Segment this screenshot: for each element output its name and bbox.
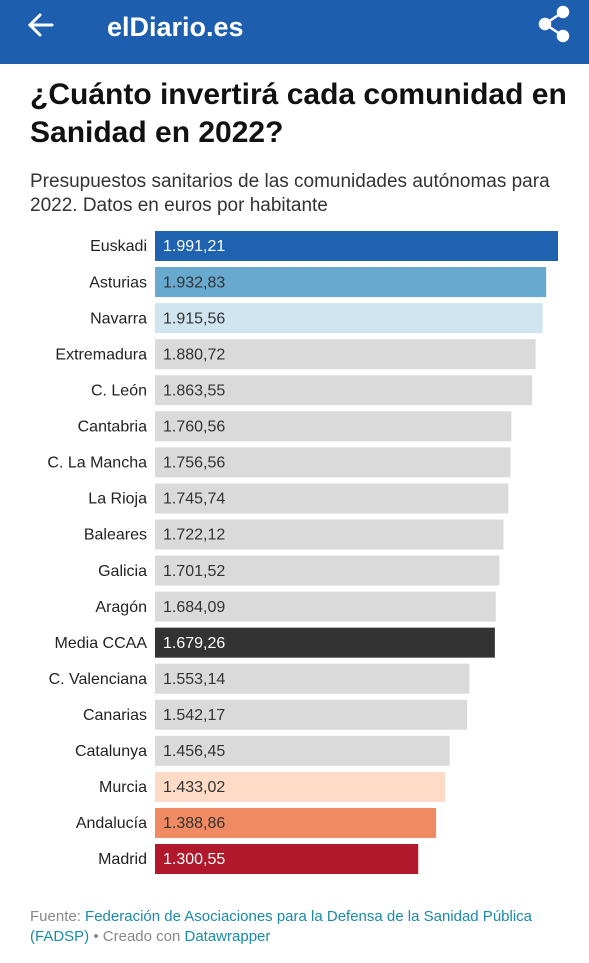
value-label: 1.388,86 (163, 815, 225, 832)
bar (155, 591, 496, 622)
value-label: 1.756,56 (163, 455, 225, 472)
chart-title: ¿Cuánto invertirá cada comunidad en Sani… (30, 78, 567, 149)
value-label: 1.679,26 (163, 635, 225, 652)
category-label: La Rioja (88, 491, 147, 508)
source-label: Fuente: (30, 908, 81, 925)
bar (155, 844, 419, 875)
source-link[interactable]: Federación de Asociaciones para la Defen… (30, 908, 533, 945)
bar (155, 771, 446, 802)
value-label: 1.684,09 (163, 599, 225, 616)
category-label: Cantabria (78, 419, 147, 436)
bar (155, 411, 512, 442)
bar (155, 735, 450, 766)
category-label: Madrid (98, 851, 147, 868)
bar (155, 663, 470, 694)
category-label: Media CCAA (55, 635, 148, 652)
value-label: 1.433,02 (163, 779, 225, 796)
value-label: 1.915,56 (163, 310, 225, 327)
value-label: 1.553,14 (163, 671, 225, 688)
chart: Euskadi 1.991,21 Asturias 1.932,83 Navarra 1.… (47, 231, 558, 875)
value-label: 1.722,12 (163, 527, 225, 544)
value-label: 1.542,17 (163, 707, 225, 724)
bar (155, 447, 511, 478)
bar (155, 483, 509, 514)
category-label: Murcia (99, 779, 147, 796)
bar (155, 303, 543, 334)
bar (155, 231, 558, 261)
bar (155, 807, 437, 838)
value-label: 1.745,74 (163, 491, 225, 508)
share-button[interactable] (538, 5, 570, 43)
bar (155, 519, 504, 550)
chart-subtitle: Presupuestos sanitarios de las comunidad… (30, 171, 550, 216)
bar (155, 375, 533, 406)
value-label: 1.300,55 (163, 851, 225, 868)
value-label: 1.701,52 (163, 563, 225, 580)
value-label: 1.456,45 (163, 743, 225, 760)
header-icons (27, 5, 570, 43)
bar (155, 555, 500, 586)
category-label: Aragón (95, 599, 147, 616)
app-header: elDiario.es (0, 0, 589, 64)
credit-label: • Creado con (93, 928, 181, 945)
category-label: Navarra (90, 310, 147, 327)
category-label: Asturias (89, 274, 147, 291)
value-label: 1.880,72 (163, 346, 225, 363)
bar (155, 627, 495, 658)
bar (155, 699, 468, 730)
category-label: Canarias (83, 707, 147, 724)
category-label: Euskadi (90, 238, 147, 255)
category-label: Catalunya (75, 743, 147, 760)
category-label: C. León (91, 382, 147, 399)
category-label: C. Valenciana (49, 671, 148, 688)
value-label: 1.991,21 (163, 238, 225, 255)
bar (155, 267, 547, 298)
category-label: Galicia (98, 563, 147, 580)
value-label: 1.932,83 (163, 274, 225, 291)
credit-link[interactable]: Datawrapper (184, 928, 271, 945)
bar (155, 339, 536, 370)
back-button[interactable] (27, 13, 54, 37)
value-label: 1.760,56 (163, 419, 225, 436)
category-label: Andalucía (76, 815, 147, 832)
category-label: Extremadura (55, 346, 147, 363)
category-label: C. La Mancha (47, 455, 147, 472)
value-label: 1.863,55 (163, 382, 225, 399)
brand[interactable]: elDiario.es (107, 12, 244, 42)
category-label: Baleares (84, 527, 147, 544)
footer: Fuente: Federación de Asociaciones para … (30, 907, 560, 947)
